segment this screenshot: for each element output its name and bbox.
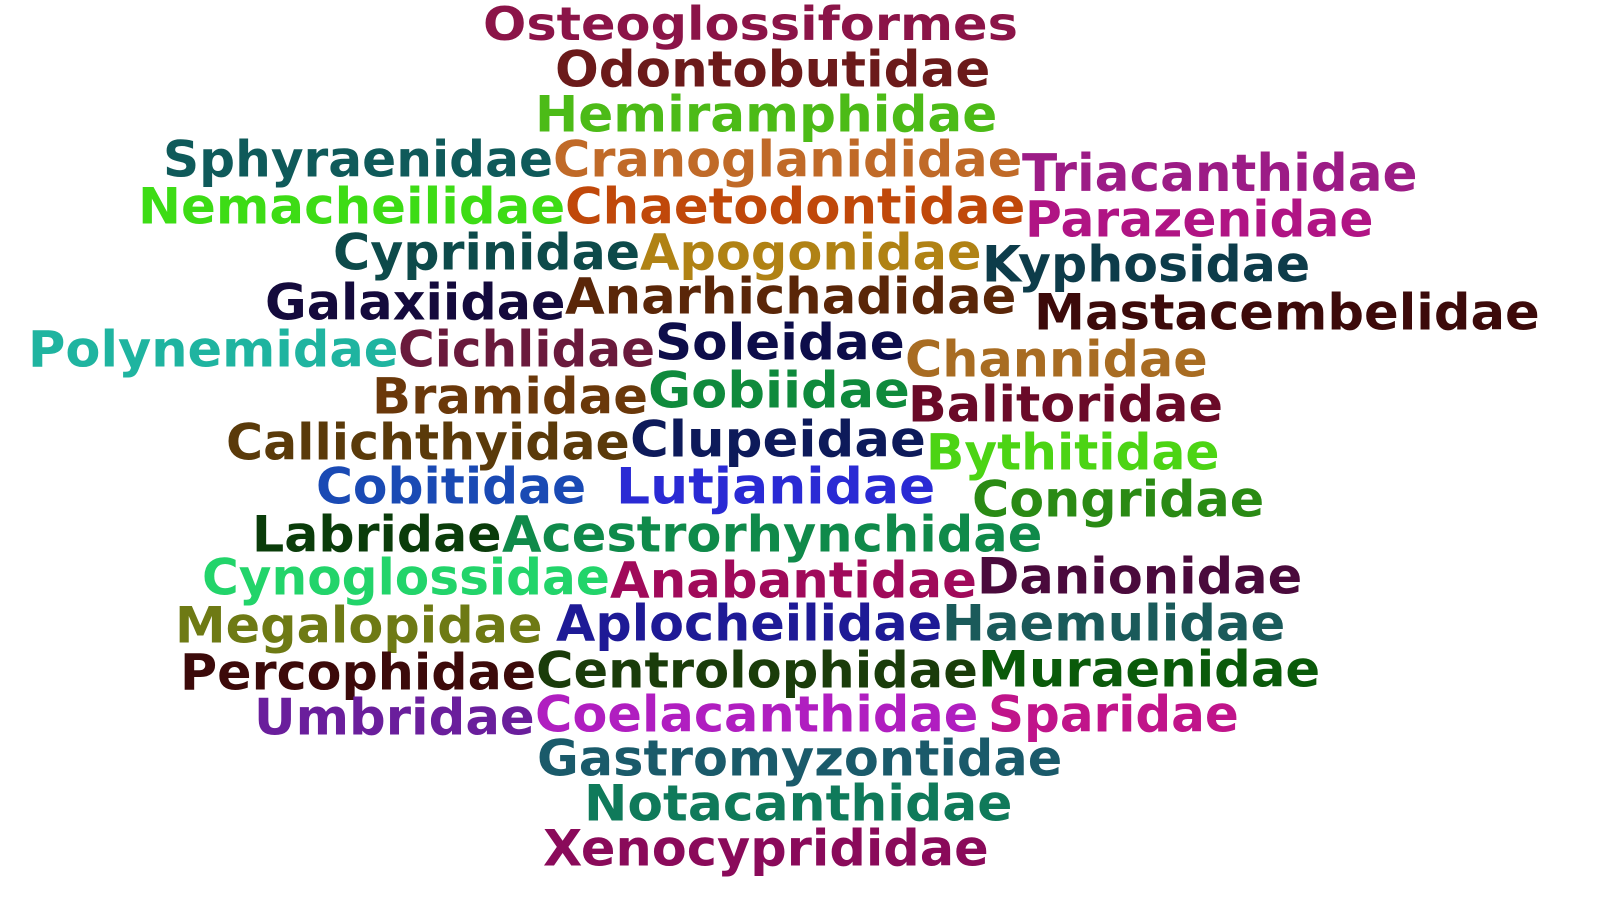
word-soleidae: Soleidae (655, 314, 905, 372)
word-galaxiidae: Galaxiidae (265, 274, 566, 332)
word-bramidae: Bramidae (372, 368, 648, 426)
word-coelacanthidae: Coelacanthidae (535, 686, 979, 744)
word-clupeidae: Clupeidae (630, 411, 926, 469)
word-polynemidae: Polynemidae (28, 321, 399, 379)
word-cyprinidae: Cyprinidae (333, 224, 641, 282)
word-muraenidae: Muraenidae (978, 641, 1321, 699)
word-hemiramphidae: Hemiramphidae (535, 86, 998, 144)
word-acestrorhynchidae: Acestrorhynchidae (502, 506, 1043, 564)
word-notacanthidae: Notacanthidae (584, 775, 1013, 833)
word-congridae: Congridae (972, 471, 1265, 529)
word-apogonidae: Apogonidae (640, 224, 982, 282)
word-anarhichadidae: Anarhichadidae (565, 268, 1017, 326)
word-anabantidae: Anabantidae (610, 552, 977, 610)
word-osteoglossiformes: Osteoglossiformes (483, 0, 1018, 52)
word-haemulidae: Haemulidae (942, 595, 1286, 653)
word-callichthyidae: Callichthyidae (226, 414, 630, 472)
word-odontobutidae: Odontobutidae (555, 41, 991, 99)
word-gastromyzontidae: Gastromyzontidae (537, 730, 1063, 788)
word-cranoglanididae: Cranoglanididae (553, 131, 1023, 189)
word-gobiidae: Gobiidae (648, 362, 910, 420)
word-nemacheilidae: Nemacheilidae (138, 178, 566, 236)
word-sparidae: Sparidae (988, 686, 1239, 744)
word-triacanthidae: Triacanthidae (1022, 144, 1418, 204)
word-chaetodontidae: Chaetodontidae (565, 178, 1026, 236)
word-lutjanidae: Lutjanidae (616, 458, 936, 516)
word-sphyraenidae: Sphyraenidae (163, 131, 553, 189)
word-umbridae: Umbridae (254, 689, 535, 747)
word-percophidae: Percophidae (180, 644, 537, 702)
word-cynoglossidae: Cynoglossidae (202, 549, 610, 607)
word-labridae: Labridae (252, 506, 502, 564)
word-centrolophidae: Centrolophidae (536, 642, 978, 700)
word-megalopidae: Megalopidae (175, 597, 543, 655)
word-cobitidae: Cobitidae (316, 458, 587, 516)
word-aplocheilidae: Aplocheilidae (556, 595, 943, 653)
word-xenocyprididae: Xenocyprididae (543, 820, 989, 878)
word-cichlidae: Cichlidae (398, 321, 656, 379)
word-danionidae: Danionidae (977, 548, 1303, 606)
word-parazenidae: Parazenidae (1025, 191, 1374, 249)
word-mastacembelidae: Mastacembelidae (1034, 284, 1540, 342)
word-kyphosidae: Kyphosidae (982, 236, 1311, 294)
word-bythitidae: Bythitidae (926, 424, 1220, 482)
word-channidae: Channidae (905, 331, 1208, 389)
word-balitoridae: Balitoridae (908, 376, 1224, 434)
